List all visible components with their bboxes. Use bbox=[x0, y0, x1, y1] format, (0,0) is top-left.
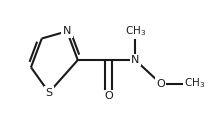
Text: S: S bbox=[45, 87, 52, 97]
Text: $\mathregular{CH_3}$: $\mathregular{CH_3}$ bbox=[184, 77, 205, 90]
Text: $\mathregular{CH_3}$: $\mathregular{CH_3}$ bbox=[125, 24, 146, 38]
Text: O: O bbox=[156, 78, 165, 88]
Text: N: N bbox=[131, 55, 140, 65]
Text: N: N bbox=[63, 26, 71, 36]
Text: O: O bbox=[104, 91, 113, 101]
